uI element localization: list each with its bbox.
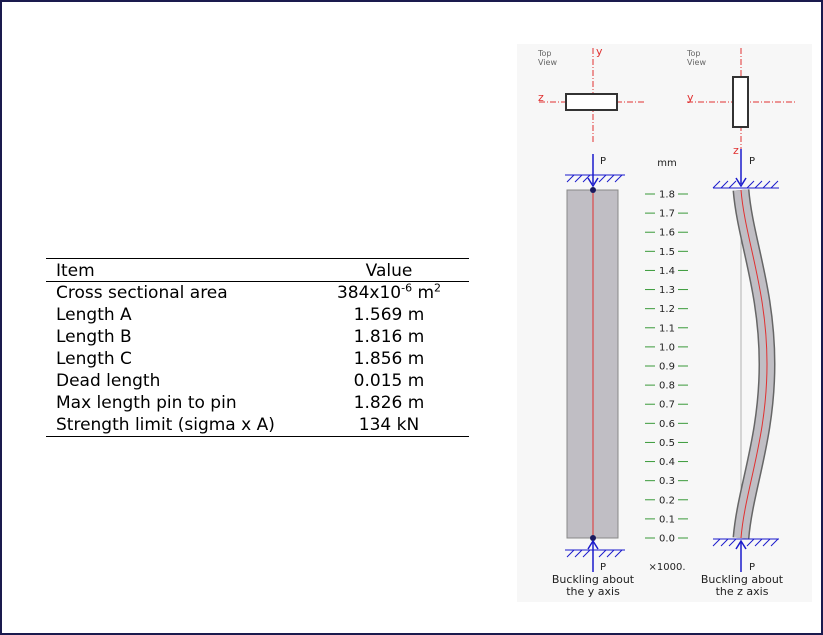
load-label-top-right: P [749,156,755,167]
row-item: Dead length [56,371,161,391]
top-view-label-left: Top [537,49,552,58]
table-row: Length A 1.569 m [46,304,469,326]
axis-label-z-right: z [733,144,739,157]
value-unit-exponent: 2 [434,281,442,295]
scale-tick-label: 0.5 [659,438,675,449]
row-value: 1.569 m [353,305,425,325]
load-label-top: P [600,156,606,167]
row-item: Length B [56,327,132,347]
scale-tick-label: 1.5 [659,247,675,258]
value-mantissa: 384x10 [336,283,402,303]
table-row: Strength limit (sigma x A) 134 kN [46,414,469,437]
pin-bottom [590,535,596,541]
scale-tick-label: 1.0 [659,342,675,353]
row-item: Length C [56,349,132,369]
row-item: Max length pin to pin [56,393,237,413]
axis-label-y-right: y [687,91,694,104]
row-value: 384x10-6 m2 [309,282,469,305]
bottom-support-hatch [566,549,623,558]
row-value: 1.826 m [353,393,425,413]
scale-multiplier: ×1000. [648,562,685,573]
axis-label-y-left: y [596,45,603,58]
scale-tick-label: 0.9 [659,362,675,373]
scale-tick-label: 1.2 [659,304,675,315]
row-value: 1.816 m [353,327,425,347]
value-exponent: -6 [401,281,413,295]
load-label-bottom: P [600,562,606,573]
properties-table: Item Value Cross sectional area 384x10-6… [46,258,469,437]
length-scale: 1.8 1.7 1.6 1.5 1.4 1.3 1.2 1.1 1.0 0.9 0.8 0.7 0.6 0… [645,190,688,545]
scale-tick-label: 1.8 [659,190,675,201]
scale-tick-label: 0.1 [659,514,675,525]
load-arrowhead-top [587,177,599,188]
table-row: Dead length 0.015 m [46,370,469,392]
scale-tick-label: 1.6 [659,228,675,239]
table-row: Cross sectional area 384x10-6 m2 [46,282,469,305]
caption-left-2: the y axis [566,585,620,598]
table-header-row: Item Value [46,258,469,282]
right-cross-section [732,76,749,128]
load-arrowhead-top-right [735,177,747,188]
bottom-support-hatch-right [712,538,779,547]
top-view-label-right: Top [686,49,701,58]
scale-tick-label: 1.1 [659,323,675,334]
row-item: Length A [56,305,132,325]
row-item: Strength limit (sigma x A) [46,414,309,437]
row-value: 0.015 m [353,371,425,391]
column-header-item: Item [46,258,309,282]
value-unit: m [412,283,435,303]
table-row: Max length pin to pin 1.826 m [46,392,469,414]
caption-right: Buckling about [701,573,784,586]
row-value: 1.856 m [353,349,425,369]
scale-tick-label: 1.4 [659,266,675,277]
top-support-hatch-right [712,180,779,189]
axis-label-z-left: z [538,91,544,104]
scale-tick-label: 0.8 [659,381,675,392]
caption-left: Buckling about [552,573,635,586]
scale-unit: mm [657,158,676,169]
load-label-bottom-right: P [749,562,755,573]
table-row: Length C 1.856 m [46,348,469,370]
top-view-label-right-2: View [687,58,706,67]
scale-tick-label: 0.0 [659,534,675,545]
top-support-hatch [566,174,623,183]
scale-tick-label: 0.6 [659,419,675,430]
top-view-label-left-2: View [538,58,557,67]
scale-tick-label: 0.4 [659,457,675,468]
load-arrowhead-bottom-right [735,539,747,550]
scale-tick-label: 1.7 [659,209,675,220]
buckling-diagram: Top View y z Top View y z P [517,44,812,602]
right-column-group: P P Buckling about the [701,149,784,598]
left-column-group: P P Buckling about the y axis [552,154,635,598]
left-cross-section [565,93,618,111]
pin-top [590,187,596,193]
row-value: 134 kN [309,414,469,437]
buckled-centerline [740,189,768,539]
load-arrowhead-bottom [587,539,599,550]
scale-tick-label: 0.7 [659,400,675,411]
column-header-value: Value [309,258,469,282]
caption-right-2: the z axis [716,585,769,598]
row-item: Cross sectional area [56,283,228,303]
scale-tick-label: 0.2 [659,495,675,506]
table-row: Length B 1.816 m [46,326,469,348]
scale-tick-label: 1.3 [659,285,675,296]
scale-tick-label: 0.3 [659,476,675,487]
